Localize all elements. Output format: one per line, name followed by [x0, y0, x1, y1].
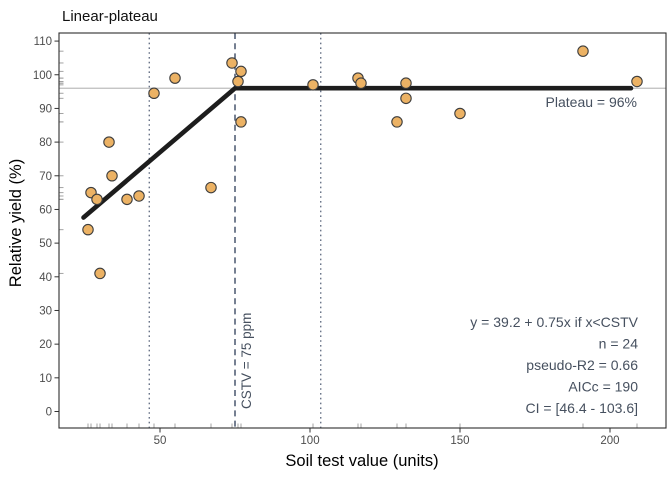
- y-tick-label: 50: [39, 238, 52, 250]
- data-point: [148, 87, 160, 100]
- data-point: [631, 75, 643, 88]
- data-point: [400, 77, 412, 89]
- y-tick-label: 30: [39, 305, 52, 317]
- y-tick-label: 80: [39, 137, 52, 149]
- y-tick-label: 90: [39, 103, 52, 115]
- y-tick-label: 110: [34, 36, 52, 48]
- data-point: [106, 170, 118, 182]
- x-tick-label: 200: [600, 435, 619, 447]
- data-point: [454, 107, 466, 120]
- stats-n: n = 24: [599, 336, 639, 352]
- y-tick-label: 20: [39, 339, 52, 351]
- data-point: [577, 45, 589, 57]
- x-tick-label: 150: [450, 435, 469, 447]
- plateau-annotation: Plateau = 96%: [546, 94, 637, 110]
- y-axis-label: Relative yield (%): [7, 159, 25, 287]
- data-point: [169, 72, 181, 84]
- data-point: [94, 267, 106, 280]
- data-point: [235, 65, 247, 78]
- data-point: [391, 116, 403, 128]
- y-tick-label: 40: [39, 272, 52, 284]
- y-tick-label: 100: [33, 70, 52, 82]
- stats-equation: y = 39.2 + 0.75x if x<CSTV: [470, 314, 638, 330]
- x-tick-label: 100: [300, 435, 319, 447]
- data-point: [226, 57, 238, 69]
- stats-ci: CI = [46.4 - 103.6]: [526, 400, 638, 416]
- axes: 50 100 150 200 0 10 20 30 40 50 60 70 80 90 100 110: [33, 36, 620, 447]
- fitted-line: [81, 85, 634, 220]
- x-axis-label: Soil test value (units): [285, 452, 438, 470]
- y-tick-label: 0: [46, 406, 52, 418]
- cstv-line-label: CSTV = 75 ppm: [239, 313, 254, 409]
- data-point: [355, 77, 367, 89]
- data-point: [307, 79, 319, 91]
- y-tick-label: 10: [39, 373, 52, 385]
- stats-pseudo-r2: pseudo-R2 = 0.66: [526, 357, 638, 373]
- data-point: [91, 193, 103, 206]
- data-point: [235, 116, 247, 128]
- fit-line: [81, 85, 634, 220]
- panel-background: [59, 33, 666, 428]
- panel-border: [58, 32, 667, 429]
- data-points: [82, 45, 643, 280]
- data-point: [121, 193, 133, 206]
- data-point: [133, 190, 145, 202]
- data-point: [232, 75, 244, 88]
- stats-aicc: AICc = 190: [568, 379, 638, 395]
- data-point: [82, 223, 94, 236]
- y-tick-label: 60: [39, 204, 52, 216]
- data-point: [400, 92, 412, 105]
- chart-title: Linear-plateau: [62, 8, 158, 25]
- y-tick-label: 70: [39, 171, 52, 183]
- rug-marks: [59, 50, 638, 428]
- x-tick-label: 50: [154, 435, 167, 447]
- data-point: [103, 136, 115, 148]
- data-point: [205, 181, 217, 194]
